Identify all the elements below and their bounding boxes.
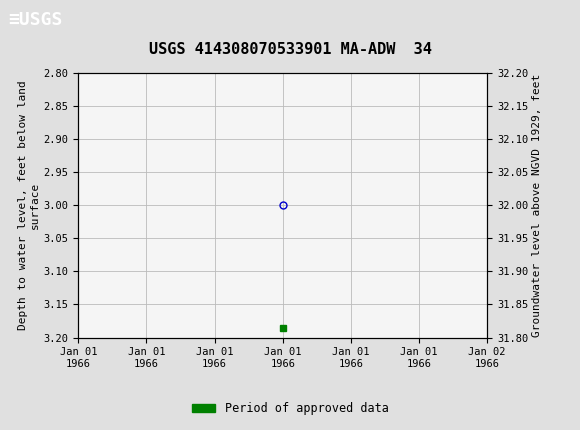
Y-axis label: Depth to water level, feet below land
surface: Depth to water level, feet below land su… xyxy=(18,80,39,330)
Text: ≡USGS: ≡USGS xyxy=(9,11,63,29)
Text: USGS 414308070533901 MA-ADW  34: USGS 414308070533901 MA-ADW 34 xyxy=(148,42,432,57)
Y-axis label: Groundwater level above NGVD 1929, feet: Groundwater level above NGVD 1929, feet xyxy=(532,74,542,337)
Legend: Period of approved data: Period of approved data xyxy=(187,397,393,420)
